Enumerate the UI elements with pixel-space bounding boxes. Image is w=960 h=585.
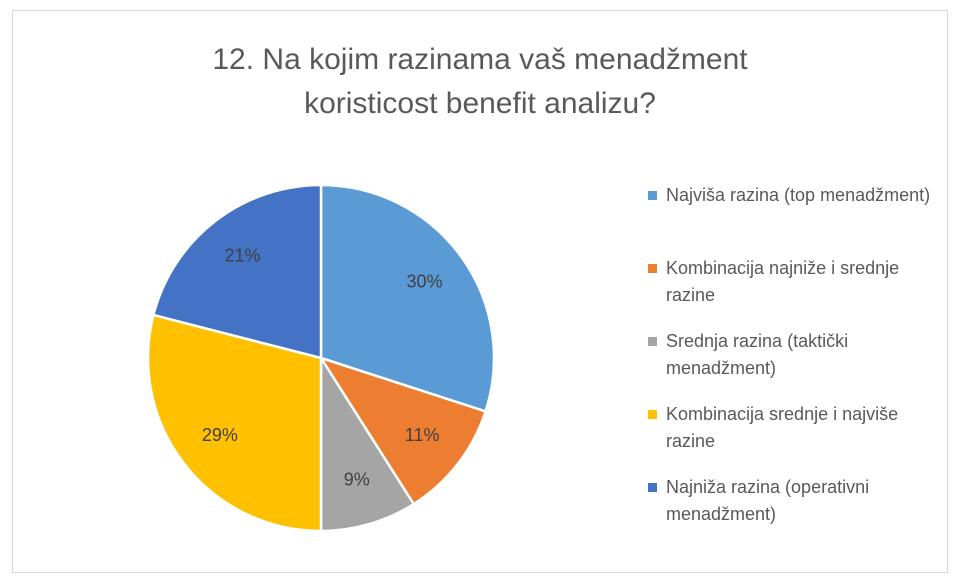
data-label: 29% <box>202 425 238 445</box>
chart-frame <box>12 10 948 573</box>
legend-swatch <box>648 191 657 200</box>
legend-swatch <box>648 264 657 273</box>
legend-label: Kombinacija najniže i srednje razine <box>666 258 900 305</box>
data-label: 9% <box>344 470 370 490</box>
legend-item: Najniža razina (operativni menadžment) <box>648 474 948 547</box>
pie-slice <box>146 313 323 533</box>
pie-slice <box>319 183 496 414</box>
legend-swatch <box>648 337 657 346</box>
legend-item: Kombinacija srednje i najviše razine <box>648 401 948 474</box>
legend-item: Najviša razina (top menadžment) <box>648 182 948 255</box>
data-label: 30% <box>407 272 443 292</box>
pie-slice <box>318 355 488 506</box>
legend: Najviša razina (top menadžment) Kombinaci… <box>648 182 948 547</box>
chart-title: 12. Na kojim razinama vaš menadžment kor… <box>212 43 748 120</box>
legend-item: Srednja razina (taktički menadžment) <box>648 328 948 401</box>
data-label: 21% <box>225 246 261 266</box>
legend-label: Srednja razina (taktički menadžment) <box>666 331 849 378</box>
legend-swatch <box>648 483 657 492</box>
legend-label: Najniža razina (operativni menadžment) <box>666 477 870 524</box>
legend-swatch <box>648 410 657 419</box>
legend-label: Najviša razina (top menadžment) <box>666 185 931 205</box>
pie-slice <box>151 183 323 360</box>
pie-slice <box>319 353 416 533</box>
data-label: 11% <box>405 425 440 445</box>
legend-label: Kombinacija srednje i najviše razine <box>666 404 899 451</box>
legend-item: Kombinacija najniže i srednje razine <box>648 255 948 328</box>
